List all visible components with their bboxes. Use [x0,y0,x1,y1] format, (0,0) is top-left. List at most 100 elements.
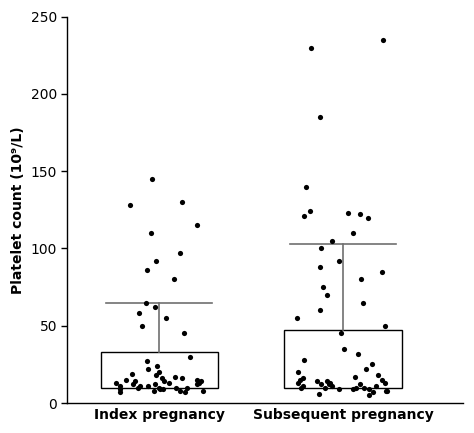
Point [365,386,373,393]
Point [382,322,389,329]
Point [142,299,150,306]
Point [315,390,323,397]
Point [152,257,159,264]
Bar [100,352,218,388]
Point [369,389,377,396]
Point [354,350,362,357]
Point [129,381,137,388]
Point [117,389,124,396]
Point [160,378,168,385]
Point [165,379,173,386]
Point [172,384,180,391]
Point [176,250,183,257]
Point [340,346,348,352]
Point [335,386,343,393]
Point [197,378,205,385]
Point [187,353,194,360]
Point [328,237,336,244]
Point [317,245,324,252]
Point [368,361,376,368]
Point [294,368,302,375]
Point [122,376,129,383]
Point [193,222,201,229]
Point [297,384,304,391]
Point [381,379,388,386]
Point [148,175,156,182]
Point [379,36,386,43]
Point [337,330,345,337]
Point [356,381,364,388]
Point [128,370,136,377]
Point [178,199,185,206]
Point [308,44,315,51]
Point [193,381,201,388]
Point [378,376,385,383]
Point [316,264,324,271]
Point [362,365,370,372]
Point [300,213,308,220]
Point [145,383,152,390]
Point [314,378,321,385]
Point [316,307,324,314]
Point [323,378,330,385]
Point [116,383,123,390]
Point [155,368,163,375]
Point [151,381,159,388]
Point [356,211,364,218]
Point [317,381,325,388]
Point [126,202,134,209]
Point [352,373,359,380]
Point [170,276,178,283]
Point [383,387,390,394]
Point [359,299,367,306]
Point [306,208,314,215]
Point [365,392,373,399]
Point [319,284,327,291]
Point [131,378,138,385]
Point [180,330,188,337]
Point [293,314,301,321]
Point [162,314,170,321]
Point [144,267,151,274]
Point [378,268,386,275]
Point [143,358,151,365]
Point [193,376,201,383]
Point [154,362,161,369]
Point [135,310,143,317]
Point [156,386,164,393]
Point [134,384,142,391]
Point [294,379,302,386]
Point [150,387,157,394]
Point [158,375,165,382]
Point [179,375,186,382]
Point [183,384,191,391]
Point [316,113,324,120]
Point [373,383,380,390]
Point [159,386,167,393]
Point [176,387,184,394]
Point [195,379,203,386]
Point [374,372,382,379]
Point [344,210,352,216]
Point [300,375,307,382]
Point [336,257,343,264]
Point [323,291,331,298]
Bar [284,330,402,388]
Point [136,383,144,390]
Point [151,304,159,310]
Y-axis label: Platelet count (10⁹/L): Platelet count (10⁹/L) [11,126,25,294]
Point [360,384,367,391]
Point [326,381,333,388]
Point [365,214,372,221]
Point [182,389,189,396]
Point [138,322,146,329]
Point [147,229,155,236]
Point [200,387,207,394]
Point [357,276,365,283]
Point [299,383,307,390]
Point [350,386,357,393]
Point [383,387,391,394]
Point [303,183,310,190]
Point [297,376,304,383]
Point [321,384,328,391]
